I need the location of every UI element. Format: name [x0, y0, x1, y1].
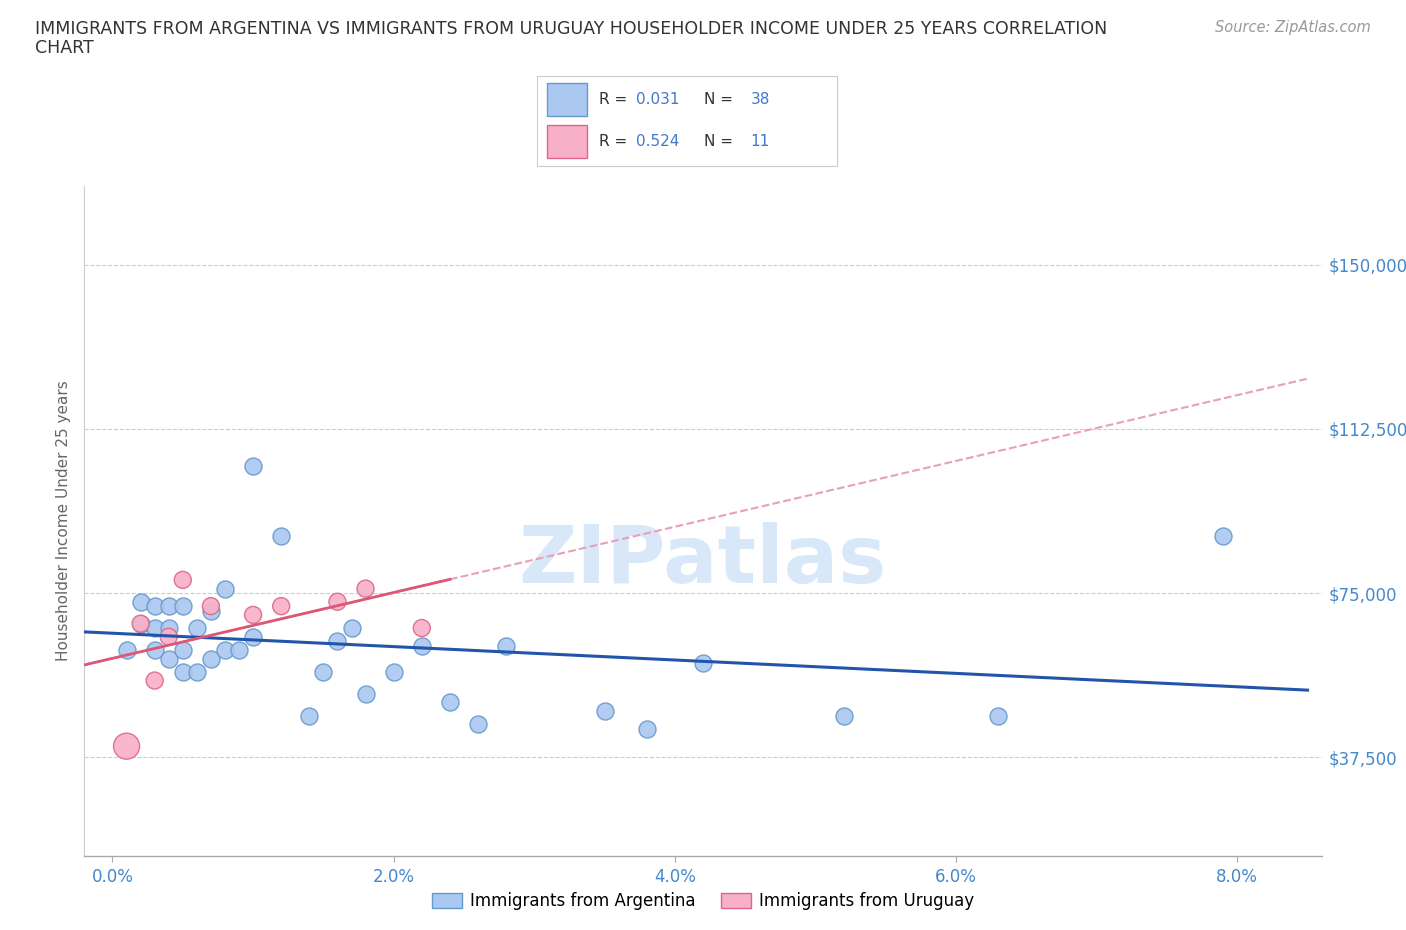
Point	[692, 656, 714, 671]
Point	[157, 651, 180, 666]
Point	[157, 599, 180, 614]
Point	[242, 630, 264, 644]
Point	[228, 643, 250, 658]
Point	[270, 528, 292, 543]
Point	[143, 599, 166, 614]
Text: N =: N =	[704, 92, 738, 107]
Text: ZIPatlas: ZIPatlas	[519, 522, 887, 600]
Text: 38: 38	[751, 92, 770, 107]
Point	[157, 620, 180, 635]
Text: R =: R =	[599, 92, 633, 107]
Point	[115, 738, 138, 753]
Bar	[547, 125, 586, 158]
Point	[832, 708, 855, 723]
Point	[143, 673, 166, 688]
Legend: Immigrants from Argentina, Immigrants from Uruguay: Immigrants from Argentina, Immigrants fr…	[425, 885, 981, 917]
Point	[143, 643, 166, 658]
Text: 0.031: 0.031	[637, 92, 681, 107]
Point	[340, 620, 363, 635]
Point	[1212, 528, 1234, 543]
Point	[214, 643, 236, 658]
Point	[326, 633, 349, 648]
Point	[172, 664, 194, 679]
Point	[593, 704, 616, 719]
Text: IMMIGRANTS FROM ARGENTINA VS IMMIGRANTS FROM URUGUAY HOUSEHOLDER INCOME UNDER 25: IMMIGRANTS FROM ARGENTINA VS IMMIGRANTS …	[35, 20, 1108, 38]
Point	[172, 599, 194, 614]
Point	[129, 617, 152, 631]
Bar	[547, 83, 586, 116]
Point	[495, 638, 517, 653]
Point	[354, 686, 377, 701]
Text: Source: ZipAtlas.com: Source: ZipAtlas.com	[1215, 20, 1371, 35]
Point	[214, 581, 236, 596]
Point	[312, 664, 335, 679]
Text: R =: R =	[599, 134, 633, 149]
Text: 0.524: 0.524	[637, 134, 679, 149]
Point	[200, 599, 222, 614]
Point	[242, 607, 264, 622]
Point	[115, 643, 138, 658]
Point	[270, 599, 292, 614]
Point	[411, 638, 433, 653]
Point	[172, 573, 194, 588]
Text: N =: N =	[704, 134, 738, 149]
Text: CHART: CHART	[35, 39, 94, 57]
Point	[157, 630, 180, 644]
Text: 11: 11	[751, 134, 770, 149]
Point	[129, 594, 152, 609]
Point	[382, 664, 405, 679]
Point	[242, 458, 264, 473]
Point	[143, 620, 166, 635]
Y-axis label: Householder Income Under 25 years: Householder Income Under 25 years	[56, 380, 72, 661]
Point	[636, 722, 658, 737]
Point	[326, 594, 349, 609]
Point	[411, 620, 433, 635]
FancyBboxPatch shape	[537, 76, 838, 166]
Point	[129, 617, 152, 631]
Point	[467, 717, 489, 732]
Point	[987, 708, 1010, 723]
Point	[172, 643, 194, 658]
Point	[354, 581, 377, 596]
Point	[186, 664, 208, 679]
Point	[439, 695, 461, 710]
Point	[186, 620, 208, 635]
Point	[298, 708, 321, 723]
Point	[200, 603, 222, 618]
Point	[200, 651, 222, 666]
